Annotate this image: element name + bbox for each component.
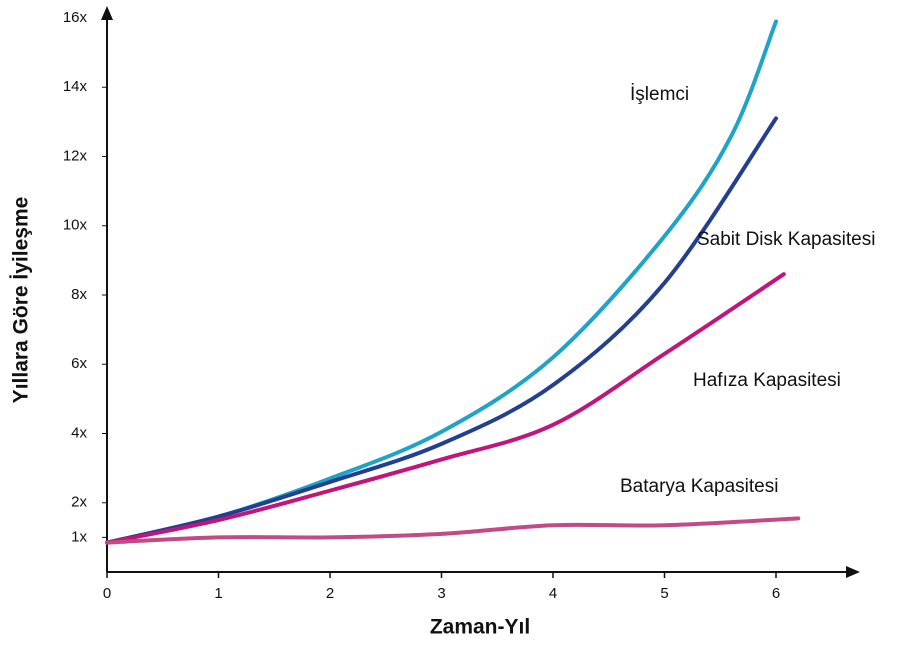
series-label: Sabit Disk Kapasitesi [697, 229, 875, 250]
x-tick-label: 6 [772, 585, 780, 602]
x-tick-label: 4 [549, 585, 557, 602]
y-tick-label: 4x [71, 424, 87, 441]
y-tick-label: 16x [63, 9, 88, 26]
y-tick-label: 6x [71, 355, 87, 372]
series-line [105, 272, 786, 545]
y-tick-label: 12x [63, 147, 88, 164]
y-arrow [101, 6, 113, 20]
x-axis-title: Zaman-Yıl [430, 616, 530, 639]
x-tick-label: 2 [326, 585, 334, 602]
series-line [105, 116, 778, 545]
series-label: Hafıza Kapasitesi [693, 370, 841, 391]
series-label: Batarya Kapasitesi [620, 476, 778, 497]
series-line [105, 516, 801, 545]
x-tick-label: 0 [103, 585, 111, 602]
x-tick-label: 5 [660, 585, 668, 602]
series-label: İşlemci [630, 84, 689, 105]
y-tick-label: 14x [63, 78, 88, 95]
y-tick-label: 1x [71, 528, 87, 545]
y-axis-title: Yıllara Göre İyileşme [10, 197, 33, 404]
y-tick-label: 2x [71, 494, 87, 511]
x-tick-label: 3 [437, 585, 445, 602]
y-tick-label: 8x [71, 286, 87, 303]
x-tick-label: 1 [214, 585, 222, 602]
y-tick-label: 10x [63, 217, 88, 234]
x-arrow [846, 566, 860, 578]
